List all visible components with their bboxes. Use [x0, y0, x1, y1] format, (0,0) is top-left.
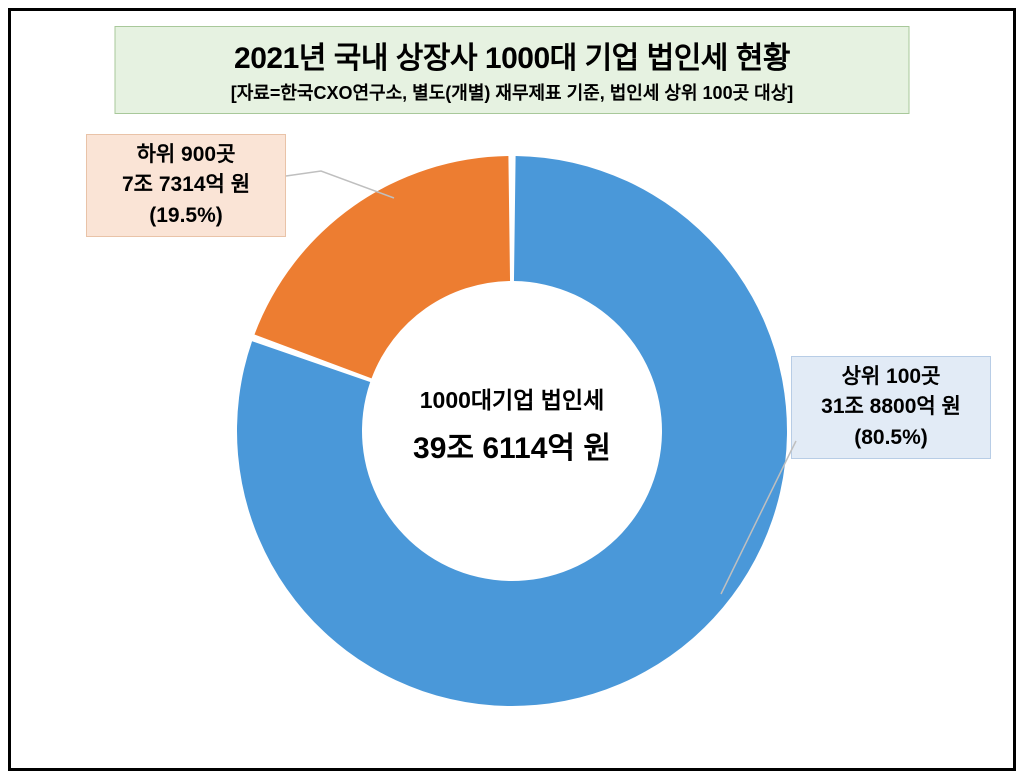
- chart-frame: 2021년 국내 상장사 1000대 기업 법인세 현황 [자료=한국CXO연구…: [8, 8, 1016, 771]
- title-box: 2021년 국내 상장사 1000대 기업 법인세 현황 [자료=한국CXO연구…: [115, 26, 910, 114]
- label-top100-line1: 상위 100곳: [794, 362, 988, 392]
- label-bottom900-line2: 7조 7314억 원: [89, 170, 283, 200]
- label-top100-line3: (80.5%): [794, 423, 988, 453]
- slice-label-bottom900: 하위 900곳 7조 7314억 원 (19.5%): [86, 134, 286, 237]
- slice-label-top100: 상위 100곳 31조 8800억 원 (80.5%): [791, 356, 991, 459]
- label-bottom900-line3: (19.5%): [89, 201, 283, 231]
- slice-bottom900: [254, 156, 510, 378]
- center-line2: 39조 6114억 원: [352, 423, 672, 467]
- donut-chart: 1000대기업 법인세 39조 6114억 원: [212, 131, 812, 731]
- center-line1: 1000대기업 법인세: [352, 381, 672, 415]
- title-subtitle: [자료=한국CXO연구소, 별도(개별) 재무제표 기준, 법인세 상위 100…: [146, 79, 879, 105]
- label-bottom900-line1: 하위 900곳: [89, 140, 283, 170]
- chart-center-text: 1000대기업 법인세 39조 6114억 원: [352, 381, 672, 467]
- title-main: 2021년 국내 상장사 1000대 기업 법인세 현황: [146, 33, 879, 77]
- label-top100-line2: 31조 8800억 원: [794, 392, 988, 422]
